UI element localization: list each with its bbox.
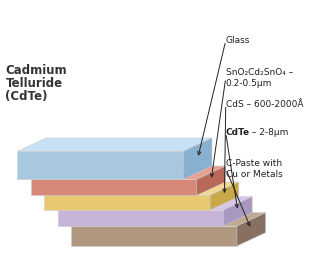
Polygon shape [237,213,266,246]
Polygon shape [31,179,197,195]
Text: CdTe: CdTe [226,128,250,137]
Text: – 2-8μm: – 2-8μm [249,128,288,137]
Polygon shape [210,182,239,210]
Circle shape [282,0,324,41]
Text: C-Paste with
Cu or Metals: C-Paste with Cu or Metals [226,159,283,179]
Polygon shape [57,197,252,210]
Polygon shape [17,138,212,151]
Text: Telluride: Telluride [6,77,63,90]
Text: CdS – 600-2000Å: CdS – 600-2000Å [226,100,303,109]
Text: Glass: Glass [226,36,250,45]
Circle shape [234,0,324,81]
Polygon shape [71,213,266,226]
Polygon shape [44,195,210,210]
Polygon shape [44,182,239,195]
Polygon shape [57,210,224,226]
Polygon shape [71,226,237,246]
Text: (CdTe): (CdTe) [6,90,48,103]
Text: SnO₂Cd₂SnO₄ –
0.2-0.5μm: SnO₂Cd₂SnO₄ – 0.2-0.5μm [226,68,293,88]
Polygon shape [183,138,212,179]
Polygon shape [17,151,183,179]
Polygon shape [197,166,226,195]
Circle shape [256,0,324,62]
Polygon shape [31,166,226,179]
Text: Cadmium: Cadmium [6,64,67,76]
Polygon shape [224,197,252,226]
